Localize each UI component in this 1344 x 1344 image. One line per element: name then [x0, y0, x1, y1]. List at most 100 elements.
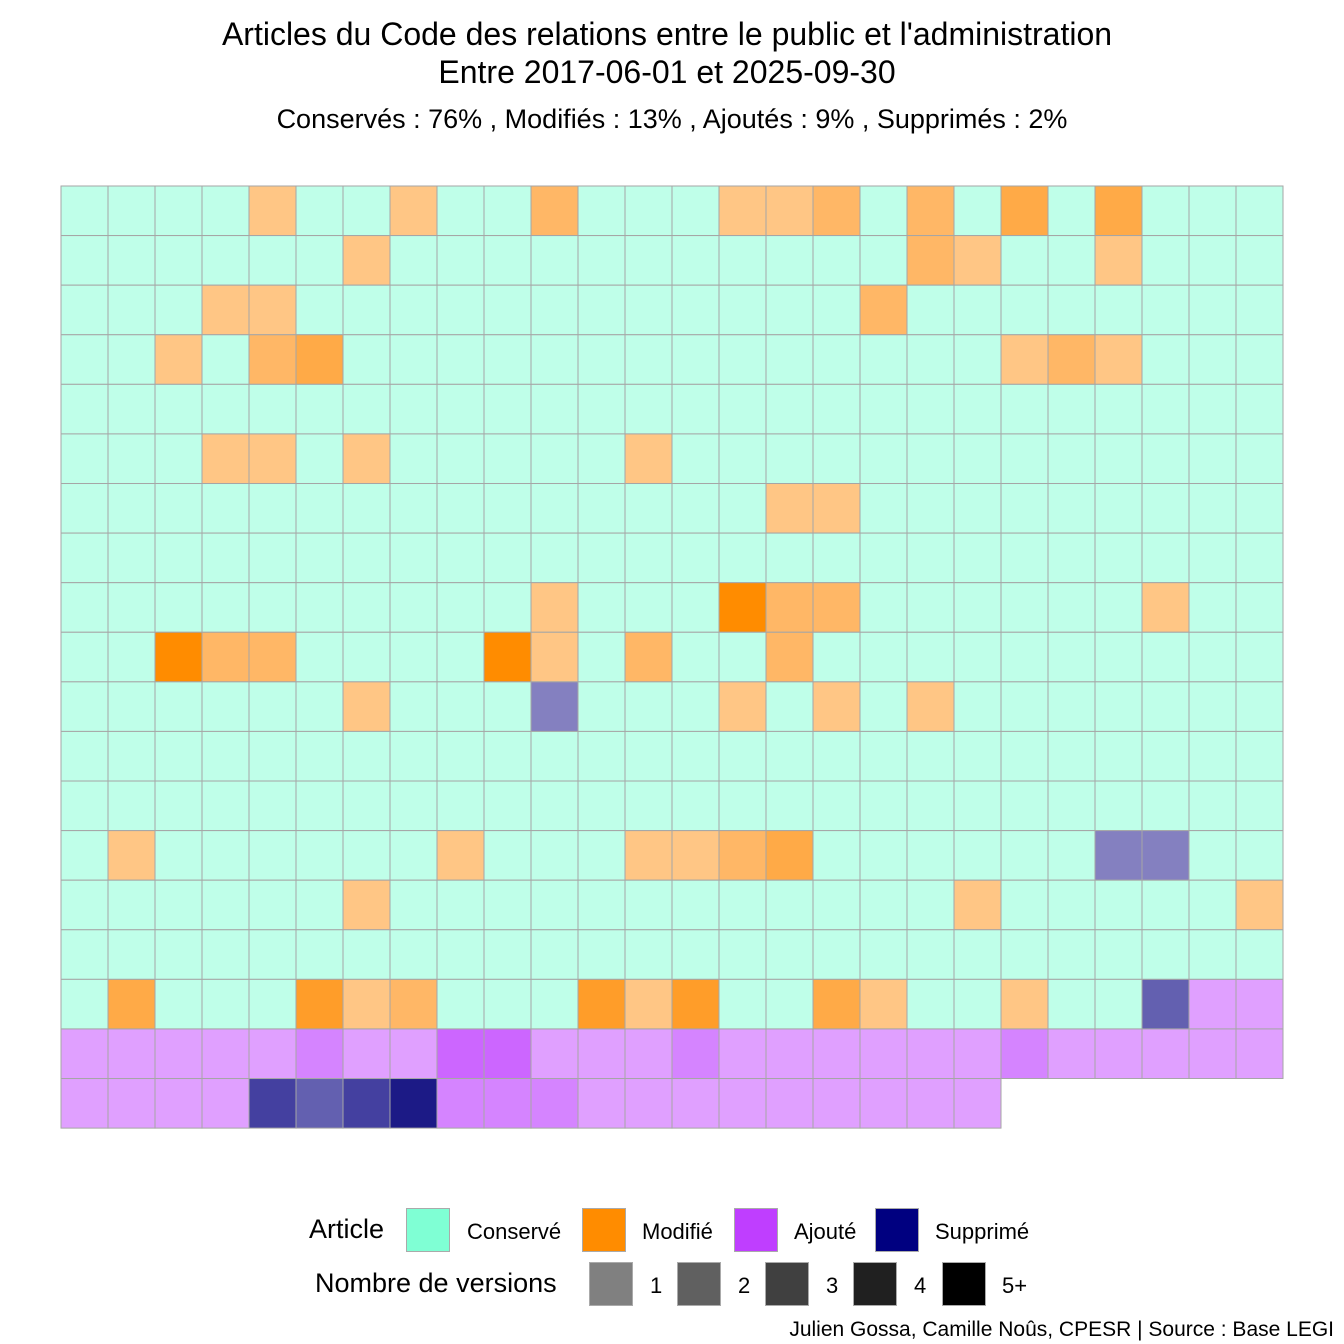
heatmap-cell [765, 681, 814, 732]
heatmap-cell [1141, 334, 1190, 385]
heatmap-cell [436, 879, 485, 931]
heatmap-cell [248, 433, 297, 485]
heatmap-cell [483, 235, 532, 286]
heatmap-cell [295, 681, 344, 732]
heatmap-cell [60, 185, 109, 237]
heatmap-cell [624, 631, 673, 683]
heatmap-cell [765, 532, 814, 584]
heatmap-cell [1235, 532, 1284, 584]
heatmap-cell [107, 433, 156, 485]
heatmap-cell [389, 334, 438, 385]
heatmap-cell [906, 929, 955, 980]
heatmap-cell [812, 1078, 861, 1129]
heatmap-cell [201, 830, 250, 881]
heatmap-cell [60, 284, 109, 336]
heatmap-cell [671, 235, 720, 286]
heatmap-cell [718, 532, 767, 584]
heatmap-cell [1000, 1028, 1049, 1080]
heatmap-cell [436, 929, 485, 980]
heatmap-cell [154, 185, 203, 237]
legend-label-versions-3: 3 [826, 1273, 839, 1298]
heatmap-cell [483, 532, 532, 584]
heatmap-cell [859, 185, 908, 237]
heatmap-cell [342, 780, 391, 832]
heatmap-cell [718, 681, 767, 732]
heatmap-cell [1188, 383, 1237, 435]
heatmap-cell [107, 185, 156, 237]
heatmap-cell [1094, 830, 1143, 881]
heatmap-cell [483, 433, 532, 485]
heatmap-cell [295, 1078, 344, 1129]
heatmap-cell [577, 582, 626, 633]
heatmap-cell [624, 1078, 673, 1129]
heatmap-cell [107, 235, 156, 286]
heatmap-cell [953, 1028, 1002, 1080]
heatmap-cell [859, 1028, 908, 1080]
heatmap-cell [812, 284, 861, 336]
heatmap-cell [577, 730, 626, 782]
heatmap-cell [248, 929, 297, 980]
heatmap-cell [342, 235, 391, 286]
heatmap-cell [107, 532, 156, 584]
heatmap-cell [342, 284, 391, 336]
heatmap-cell [201, 433, 250, 485]
heatmap-cell [1141, 730, 1190, 782]
heatmap-cell [577, 780, 626, 832]
heatmap-cell [248, 978, 297, 1030]
heatmap-cell [248, 582, 297, 633]
heatmap-cell [389, 483, 438, 534]
heatmap-cell [1094, 532, 1143, 584]
heatmap-cell [765, 830, 814, 881]
heatmap-cell [1047, 235, 1096, 286]
heatmap-cell [718, 1078, 767, 1129]
heatmap-cell [577, 978, 626, 1030]
heatmap-cell [107, 780, 156, 832]
heatmap-cell [1094, 929, 1143, 980]
heatmap-cell [483, 631, 532, 683]
heatmap-cell [624, 483, 673, 534]
heatmap-cell [718, 631, 767, 683]
heatmap-cell [859, 284, 908, 336]
heatmap-cell [718, 929, 767, 980]
heatmap-cell [1094, 879, 1143, 931]
heatmap-cell [248, 830, 297, 881]
heatmap-cell [201, 483, 250, 534]
heatmap-cell [154, 1028, 203, 1080]
heatmap-cell [906, 235, 955, 286]
heatmap-cell [718, 334, 767, 385]
heatmap-cell [1094, 978, 1143, 1030]
heatmap-cell [671, 284, 720, 336]
heatmap-cell [60, 631, 109, 683]
heatmap-cell [483, 1028, 532, 1080]
heatmap-cell [1188, 185, 1237, 237]
heatmap-cell [154, 433, 203, 485]
legend-key-modifie [582, 1208, 626, 1252]
heatmap-cell [1188, 780, 1237, 832]
heatmap-cell [201, 1078, 250, 1129]
heatmap-cell [436, 483, 485, 534]
heatmap-cell [1047, 830, 1096, 881]
legend-label-versions-5plus: 5+ [1002, 1273, 1028, 1298]
heatmap-cell [953, 185, 1002, 237]
heatmap-cell [1094, 334, 1143, 385]
heatmap-cell [1000, 334, 1049, 385]
heatmap-cell [201, 978, 250, 1030]
heatmap-cell [60, 929, 109, 980]
heatmap-cell [624, 383, 673, 435]
heatmap-cell [1235, 235, 1284, 286]
heatmap-cell [577, 284, 626, 336]
heatmap-cell [624, 780, 673, 832]
heatmap-cell [436, 532, 485, 584]
heatmap-cell [624, 1028, 673, 1080]
heatmap-cell [577, 1078, 626, 1129]
heatmap-cell [530, 1028, 579, 1080]
heatmap-cell [389, 681, 438, 732]
heatmap-cell [248, 879, 297, 931]
legend-label-versions-4: 4 [914, 1273, 927, 1298]
heatmap-cell [765, 383, 814, 435]
heatmap-cell [859, 978, 908, 1030]
heatmap-cell [436, 582, 485, 633]
heatmap-cell [1094, 483, 1143, 534]
heatmap-cell [859, 532, 908, 584]
heatmap-cell [295, 483, 344, 534]
